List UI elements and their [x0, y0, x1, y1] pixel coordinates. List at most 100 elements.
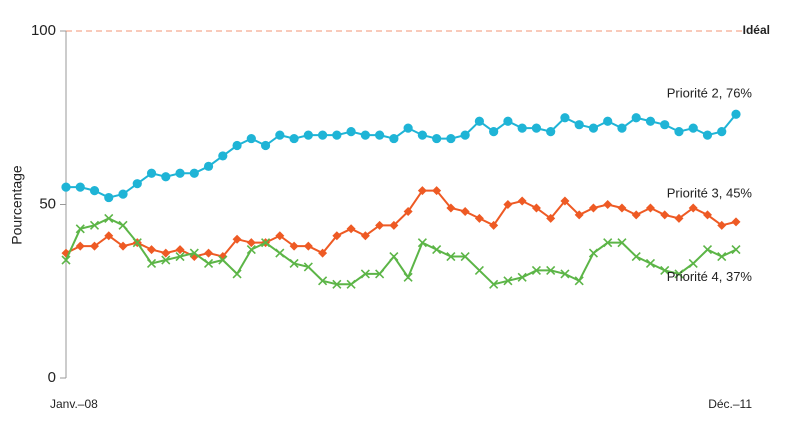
point [474, 116, 485, 126]
point [702, 210, 712, 220]
series-label: Priorité 3, 45% [667, 185, 753, 200]
point [417, 238, 427, 248]
point [645, 258, 656, 269]
point [375, 130, 385, 140]
point [175, 251, 185, 262]
point [432, 133, 442, 144]
point [89, 186, 100, 196]
point [702, 245, 713, 255]
point [118, 241, 128, 251]
point [403, 206, 413, 216]
y-axis-label: Pourcentage [9, 165, 25, 245]
point [674, 213, 684, 223]
point [318, 248, 328, 258]
point [403, 272, 413, 282]
point [546, 265, 556, 275]
point [346, 127, 356, 137]
y-tick-label: 0 [48, 369, 56, 386]
point [317, 130, 328, 140]
point [303, 241, 313, 251]
point [360, 231, 370, 241]
point [346, 224, 356, 234]
point [531, 123, 542, 133]
point [617, 238, 627, 248]
point [104, 213, 114, 223]
point [389, 133, 399, 144]
point [132, 238, 142, 248]
series-label: Priorité 2, 76% [667, 86, 753, 101]
point [75, 241, 85, 251]
point [489, 127, 499, 137]
point [375, 269, 385, 279]
point [204, 248, 214, 258]
point [389, 251, 399, 262]
point [517, 196, 527, 206]
point [118, 189, 128, 199]
point [246, 238, 256, 248]
point [360, 269, 370, 279]
point [446, 133, 456, 144]
series-line [65, 189, 737, 258]
point [318, 276, 328, 286]
point [717, 220, 727, 230]
point [645, 203, 655, 213]
point [517, 272, 527, 282]
point [61, 255, 71, 265]
point [118, 220, 128, 230]
point [260, 140, 271, 151]
series-label: Priorité 4, 37% [667, 269, 753, 284]
point [546, 127, 556, 137]
point [717, 251, 727, 262]
point [503, 200, 513, 209]
point [617, 203, 627, 213]
point [161, 255, 171, 265]
point [218, 151, 228, 161]
point [432, 186, 442, 196]
point [75, 182, 85, 192]
point [104, 231, 114, 241]
point [503, 116, 513, 126]
point [717, 127, 727, 137]
x-tick-label: Janv.–08 [50, 397, 98, 411]
point [731, 217, 741, 227]
point [574, 210, 584, 220]
point [574, 120, 584, 130]
point [303, 130, 313, 140]
point [660, 265, 670, 275]
point [232, 234, 242, 244]
point [546, 213, 556, 223]
point [603, 116, 613, 126]
point [588, 203, 598, 213]
point [702, 130, 713, 140]
point [161, 248, 171, 258]
point [617, 123, 627, 133]
point [631, 210, 641, 220]
point [560, 196, 570, 206]
y-tick-label: 100 [31, 22, 56, 39]
series-line [66, 113, 737, 199]
point [75, 224, 85, 234]
point [203, 161, 214, 171]
point [474, 265, 484, 275]
point [631, 251, 641, 262]
point [161, 172, 171, 182]
point [403, 123, 413, 133]
point [203, 258, 214, 269]
point [645, 116, 656, 126]
point [360, 130, 370, 140]
point [660, 210, 670, 220]
point [232, 140, 242, 151]
point [289, 258, 299, 269]
point [688, 123, 698, 133]
point [332, 279, 342, 289]
point [146, 258, 157, 269]
point [275, 130, 285, 140]
point [460, 251, 470, 262]
point [303, 262, 313, 272]
point [246, 245, 256, 255]
point [146, 168, 157, 178]
point [275, 248, 285, 258]
point [560, 269, 570, 279]
reference-label: Idéal [743, 23, 770, 37]
point [631, 113, 641, 123]
